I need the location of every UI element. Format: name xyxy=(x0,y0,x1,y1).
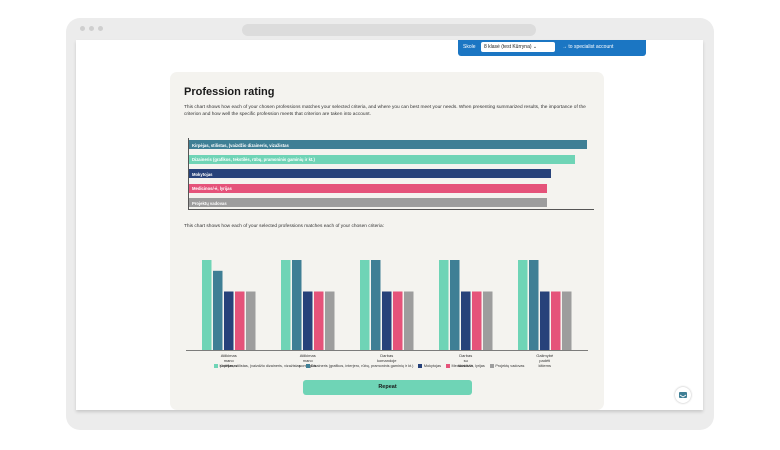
specialist-account-link[interactable]: → to specialist account xyxy=(562,44,613,50)
criteria-bar xyxy=(450,260,460,350)
tick-label: kitiems xyxy=(539,363,551,368)
criteria-bar xyxy=(224,291,234,350)
legend-label: Kirpėjas, stilistas, (vaizdžio dizaineri… xyxy=(219,364,301,368)
tick-label: mano xyxy=(224,358,235,363)
criteria-bar xyxy=(371,260,381,350)
arrow-right-icon: → xyxy=(562,44,569,50)
criteria-bar xyxy=(562,291,572,350)
profession-bar: Projektų vadovas xyxy=(189,198,548,207)
tick-label: su xyxy=(464,358,468,363)
criteria-bar xyxy=(393,291,403,350)
legend-swatch xyxy=(418,364,423,368)
tick-label: skaičiais xyxy=(458,363,473,368)
window-dot[interactable] xyxy=(80,26,85,31)
criteria-match-chart: AtlikimasmanopolėkmasAtlikimasmanopomėgi… xyxy=(186,260,588,368)
tick-label: polėkmas xyxy=(220,363,237,368)
legend-item: Mokytojas xyxy=(418,364,441,368)
chart-axis-y xyxy=(188,138,189,210)
criteria-description: This chart shows how each of your select… xyxy=(184,224,384,229)
chart-axis-x xyxy=(188,209,594,210)
profession-bar: Kirpėjas, stilistas, (vaizdžio dizaineri… xyxy=(189,140,587,149)
profession-rating-chart: Kirpėjas, stilistas, (vaizdžio dizaineri… xyxy=(188,138,594,210)
criteria-bar xyxy=(472,291,482,350)
legend-swatch xyxy=(305,364,310,368)
account-bar: Skole 8 klasė (test Kūrryna) ⌄ → to spec… xyxy=(458,40,646,56)
legend-label: Mokytojas xyxy=(423,364,441,368)
criteria-bar xyxy=(292,260,302,350)
legend-swatch xyxy=(445,364,450,368)
school-select[interactable]: 8 klasė (test Kūrryna) ⌄ xyxy=(481,42,555,52)
tick-label: Atlikimas xyxy=(300,353,316,358)
legend-swatch xyxy=(214,364,218,368)
tick-label: Darbas xyxy=(459,353,472,358)
criteria-bar xyxy=(518,260,528,350)
legend-item: Kirpėjas, stilistas, (vaizdžio dizaineri… xyxy=(214,364,301,368)
legend-item: Medicinos/-ė, lyrijas xyxy=(445,364,485,368)
window-dot[interactable] xyxy=(98,26,103,31)
rating-description: This chart shows how each of your chosen… xyxy=(184,105,586,117)
legend-label: Projektų vadovas xyxy=(495,364,525,368)
criteria-bar xyxy=(439,260,449,350)
chart-legend: Kirpėjas, stilistas, (vaizdžio dizaineri… xyxy=(214,364,524,368)
criteria-bar xyxy=(303,291,313,350)
address-bar[interactable] xyxy=(242,24,536,36)
page-title: Profession rating xyxy=(184,86,275,98)
tick-label: komandoje xyxy=(377,358,397,363)
tick-label: padėti xyxy=(539,358,550,363)
profession-bar: Medicinos/-ė, lyrijas xyxy=(189,183,548,193)
chat-icon xyxy=(679,392,687,398)
criteria-bar xyxy=(404,291,414,350)
window-controls xyxy=(80,26,103,31)
chevron-down-icon: ⌄ xyxy=(532,44,538,50)
criteria-bar xyxy=(529,260,539,350)
profession-bar: Dizaineris (grafikos, tekstilės, rūbų, p… xyxy=(189,154,576,164)
profession-rating-card: Profession rating This chart shows how e… xyxy=(170,72,604,410)
window-dot[interactable] xyxy=(89,26,94,31)
criteria-bar xyxy=(314,291,324,350)
legend-item: Dizaineris (grafikos, interjero, rūbų, p… xyxy=(305,364,414,368)
chat-widget-button[interactable] xyxy=(675,387,691,403)
criteria-bar xyxy=(360,260,370,350)
criteria-bar xyxy=(483,291,493,350)
legend-label: Dizaineris (grafikos, interjero, rūbų, p… xyxy=(311,364,414,368)
tick-label: mano xyxy=(303,358,314,363)
criteria-bar xyxy=(246,291,256,350)
school-select-label: Skole xyxy=(463,44,476,50)
tick-label: Atlikimas xyxy=(221,353,237,358)
legend-swatch xyxy=(489,364,494,368)
repeat-button[interactable]: Repeat xyxy=(303,380,472,395)
criteria-bar xyxy=(540,291,550,350)
school-select-value: 8 klasė (test Kūrryna) xyxy=(484,44,532,50)
criteria-bar xyxy=(281,260,291,350)
criteria-bar xyxy=(551,291,561,350)
criteria-bar xyxy=(235,291,245,350)
criteria-bar xyxy=(461,291,471,350)
criteria-bar xyxy=(382,291,392,350)
tick-label: Darbas xyxy=(380,353,393,358)
legend-item: Projektų vadovas xyxy=(489,364,525,368)
profession-bar: Mokytojas xyxy=(189,169,552,178)
tick-label: Galimybė xyxy=(536,353,554,358)
criteria-bar xyxy=(325,291,335,350)
criteria-bar xyxy=(202,260,212,350)
criteria-bar xyxy=(213,270,223,350)
specialist-account-link-label: to specialist account xyxy=(568,44,614,50)
page: Skole 8 klasė (test Kūrryna) ⌄ → to spec… xyxy=(76,40,703,410)
legend-label: Medicinos/-ė, lyrijas xyxy=(451,364,485,368)
